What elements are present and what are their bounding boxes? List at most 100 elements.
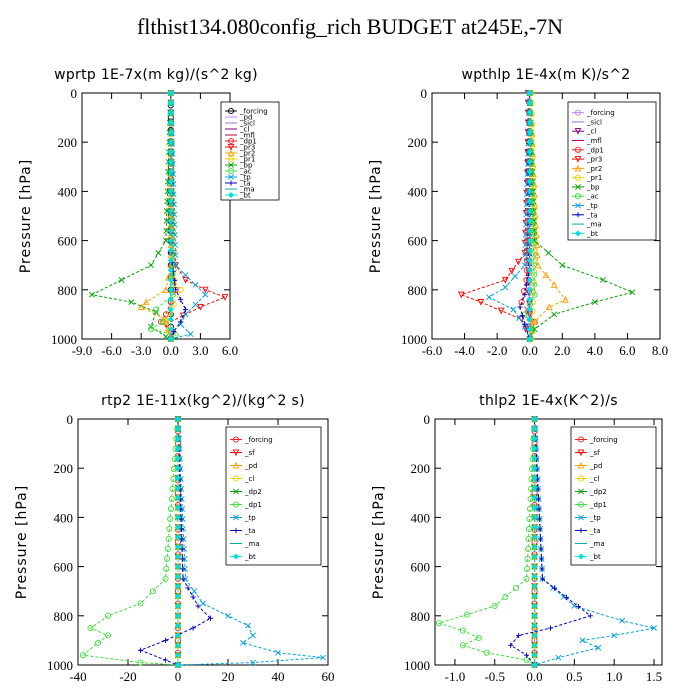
legend-marker: [233, 514, 239, 521]
data-point: [519, 313, 525, 319]
data-point: [651, 625, 657, 632]
page-title: flthist134.080config_rich BUDGET at245E,…: [136, 14, 564, 39]
data-point: [183, 306, 189, 313]
y-tick-label: 800: [408, 283, 428, 298]
data-point: [169, 271, 176, 278]
legend-label: _tp: [586, 202, 598, 210]
data-point: [619, 617, 626, 624]
legend-marker: [574, 174, 582, 181]
legend-marker: [577, 461, 585, 469]
data-point: [526, 168, 533, 175]
data-point: [629, 289, 636, 296]
data-point: [166, 525, 173, 532]
data-point: [167, 296, 174, 303]
legend-label: _mfl: [239, 132, 255, 140]
data-point: [531, 271, 538, 278]
legend-label: _forcing: [239, 108, 268, 116]
data-point: [197, 303, 204, 311]
data-point: [190, 594, 196, 600]
data-point: [537, 526, 543, 532]
data-point: [162, 333, 169, 340]
x-tick-label: 1.0: [606, 669, 622, 684]
data-point: [178, 297, 184, 303]
data-point: [526, 296, 533, 303]
data-point: [526, 276, 533, 283]
y-tick-label: 200: [408, 135, 428, 150]
data-point: [192, 281, 199, 288]
x-tick-label: 0.0: [522, 343, 538, 358]
data-point: [526, 99, 533, 106]
data-point: [531, 484, 538, 491]
data-point: [200, 600, 206, 607]
legend: _forcing_sicl _cl_mfl_dp1 _pr3_pr2_pr1_bp _…: [567, 101, 657, 241]
series-line: [529, 92, 634, 340]
data-point: [167, 276, 174, 283]
data-point: [240, 639, 246, 646]
data-point: [148, 262, 154, 269]
data-point: [172, 262, 180, 269]
data-point: [172, 252, 179, 258]
data-point: [118, 277, 125, 283]
data-point: [539, 576, 546, 582]
data-point: [526, 257, 533, 264]
data-point: [463, 611, 470, 618]
legend-marker: [227, 143, 235, 151]
legend-label: _dp1: [244, 501, 262, 509]
data-point: [512, 273, 518, 280]
chart-panel-4: thlp2 1E-4x(K^2)/s Pressure [hPa] 0 200 400 6…: [371, 393, 663, 684]
data-point: [148, 326, 155, 333]
legend-marker: [578, 527, 584, 534]
series-line: [487, 92, 531, 340]
legend-marker: [227, 107, 235, 115]
y-tick-label: 400: [54, 510, 74, 525]
data-point: [168, 495, 175, 503]
legend-label: _pr1: [239, 156, 255, 164]
plot-frame: [81, 92, 231, 340]
legend-marker: [233, 488, 239, 495]
legend-marker: [227, 149, 235, 157]
data-point: [526, 158, 533, 165]
data-point: [531, 602, 538, 609]
x-tick-label: -20: [119, 669, 136, 684]
data-point: [529, 221, 536, 228]
legend-marker: [232, 436, 240, 443]
legend-label: _dp2: [244, 488, 262, 496]
data-point: [531, 524, 538, 531]
legend-marker: [574, 164, 582, 172]
data-point: [174, 415, 182, 423]
y-tick-label: 400: [58, 184, 78, 199]
data-point: [104, 632, 112, 639]
data-point: [185, 585, 191, 591]
data-point: [174, 612, 182, 619]
data-point: [550, 281, 558, 288]
data-point: [526, 217, 533, 224]
legend-marker: [228, 180, 234, 186]
data-point: [167, 267, 174, 274]
data-point: [173, 287, 179, 293]
data-point: [526, 267, 533, 274]
data-point: [526, 335, 533, 343]
data-point: [531, 445, 538, 452]
data-point: [178, 526, 185, 532]
y-tick-label: 1000: [51, 332, 77, 347]
x-tick-label: 40: [272, 669, 285, 684]
data-point: [174, 484, 182, 491]
data-point: [137, 600, 144, 607]
y-tick-label: 0: [421, 86, 428, 101]
data-point: [174, 435, 182, 442]
data-point: [531, 494, 538, 501]
legend-marker: [227, 167, 235, 175]
data-point: [510, 306, 517, 313]
data-point: [155, 249, 162, 256]
data-point: [600, 277, 606, 283]
data-point: [508, 642, 514, 648]
data-point: [179, 546, 185, 552]
data-point: [523, 652, 530, 658]
data-point: [551, 311, 558, 318]
data-point: [207, 615, 214, 621]
data-point: [167, 505, 175, 512]
data-point: [522, 242, 529, 248]
chart-panel-1: wprtp 1E-7x(m kg)/(s^2 kg) Pressure [hPa]…: [18, 67, 280, 358]
legend-label: _pd: [239, 114, 252, 122]
panel-title: thlp2 1E-4x(K^2)/s: [479, 393, 618, 409]
